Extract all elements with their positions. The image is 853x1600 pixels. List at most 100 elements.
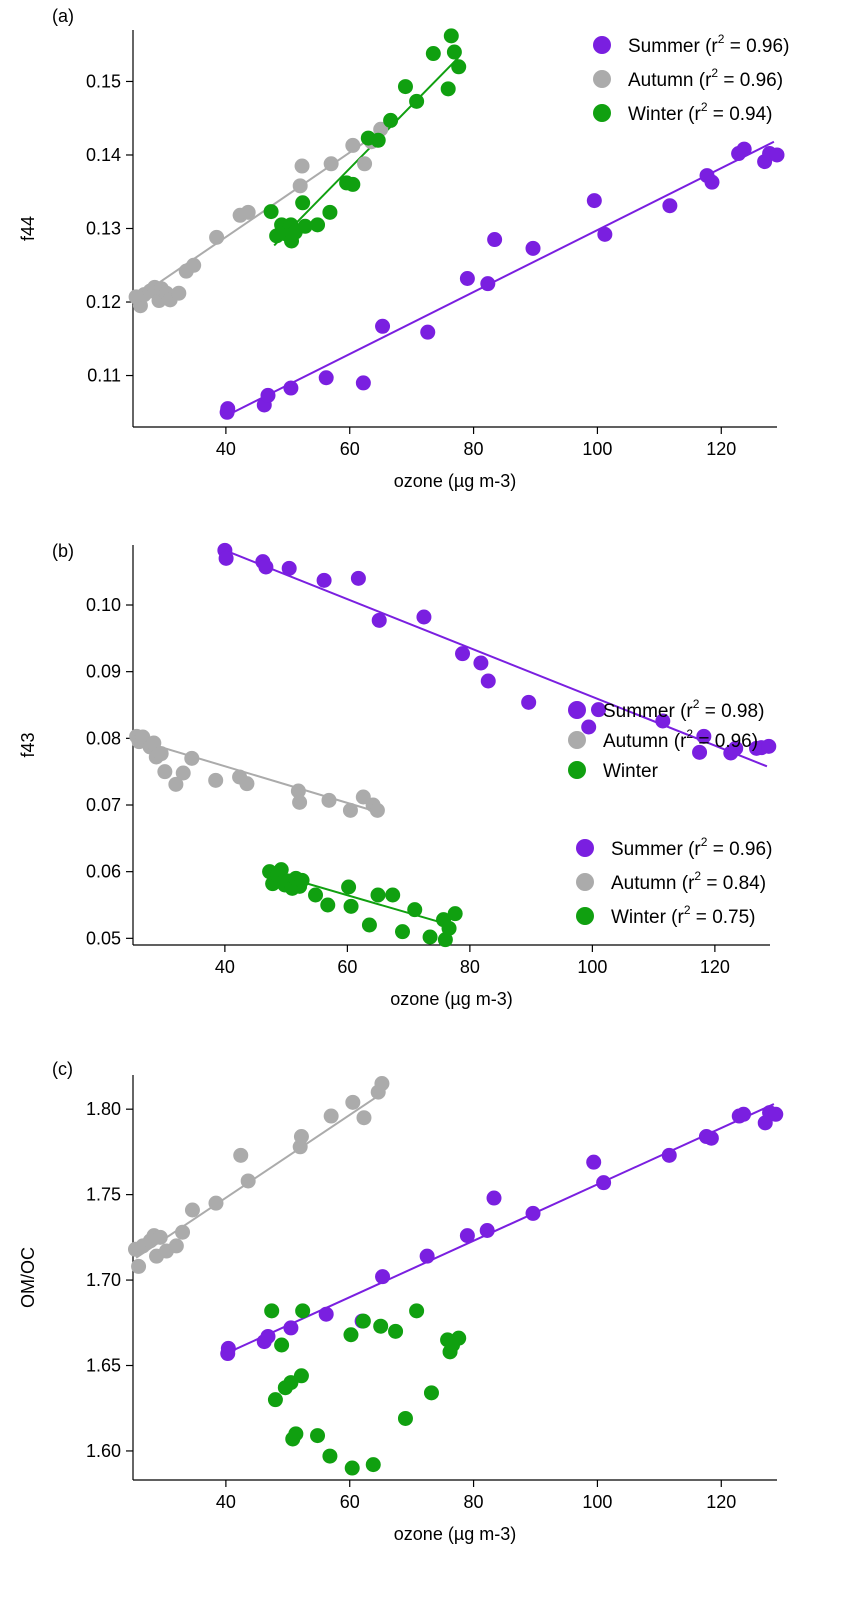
data-point-autumn bbox=[323, 156, 339, 172]
data-point-winter bbox=[263, 204, 279, 220]
data-point-summer bbox=[459, 270, 475, 286]
data-point-summer bbox=[220, 1346, 236, 1362]
data-point-summer bbox=[283, 380, 299, 396]
data-point-winter bbox=[451, 1330, 467, 1346]
y-tick-label: 0.08 bbox=[86, 728, 121, 748]
data-point-winter bbox=[440, 81, 456, 97]
panel-c-scatter-plot: 40 60 80 100 120 1.60 1.65 1.70 1.75 1.80 ozone (µ… bbox=[18, 697, 784, 1544]
data-point-summer bbox=[728, 740, 744, 756]
y-tick-label: 0.15 bbox=[86, 71, 121, 91]
data-point-winter bbox=[294, 872, 310, 888]
data-point-summer bbox=[768, 1106, 784, 1122]
y-axis-label: OM/OC bbox=[18, 1247, 38, 1308]
legend-entry-autumn: Autumn (r2 = 0.96) bbox=[628, 66, 783, 91]
legend-marker-autumn bbox=[576, 873, 594, 891]
x-axis-label: ozone (µg m-3) bbox=[394, 471, 516, 491]
data-point-winter bbox=[423, 1385, 439, 1401]
data-point-summer bbox=[655, 713, 671, 729]
x-tick-label: 60 bbox=[337, 957, 357, 977]
data-point-summer bbox=[704, 174, 720, 190]
data-point-summer bbox=[416, 609, 432, 625]
data-point-winter bbox=[365, 1457, 381, 1473]
data-point-winter bbox=[267, 1392, 283, 1408]
data-point-summer bbox=[692, 744, 708, 760]
data-point-winter bbox=[345, 176, 361, 192]
legend-series-name: Autumn bbox=[628, 70, 693, 91]
x-tick-label: 40 bbox=[216, 1492, 236, 1512]
data-point-winter bbox=[407, 902, 423, 918]
data-point-winter bbox=[341, 879, 357, 895]
data-point-summer bbox=[703, 1130, 719, 1146]
data-point-winter bbox=[310, 1428, 326, 1444]
data-point-autumn bbox=[239, 776, 255, 792]
y-tick-label: 0.07 bbox=[86, 795, 121, 815]
data-point-summer bbox=[459, 1228, 475, 1244]
data-point-autumn bbox=[157, 764, 173, 780]
legend-r2-value: 0.94 bbox=[729, 104, 766, 125]
data-point-autumn bbox=[186, 257, 202, 273]
y-axis-label: f43 bbox=[18, 732, 38, 757]
legend-marker-summer bbox=[568, 701, 586, 719]
data-point-winter bbox=[409, 1303, 425, 1319]
data-point-autumn bbox=[152, 1229, 168, 1245]
data-point-autumn bbox=[345, 137, 361, 153]
data-point-summer bbox=[218, 550, 234, 566]
x-tick-label: 100 bbox=[582, 439, 612, 459]
data-point-autumn bbox=[208, 772, 224, 788]
data-point-autumn bbox=[321, 792, 337, 808]
data-point-autumn bbox=[342, 802, 358, 818]
legend-marker-winter bbox=[593, 104, 611, 122]
data-point-autumn bbox=[168, 776, 184, 792]
data-point-winter bbox=[447, 906, 463, 922]
y-tick-label: 1.70 bbox=[86, 1270, 121, 1290]
data-point-summer bbox=[455, 646, 471, 662]
data-point-autumn bbox=[240, 1173, 256, 1189]
legend-r2-value: 0.96 bbox=[740, 70, 777, 91]
legend-entry-autumn: Autumn (r2 = 0.84) bbox=[611, 869, 766, 894]
y-tick-label: 1.60 bbox=[86, 1441, 121, 1461]
data-point-autumn bbox=[374, 1076, 390, 1092]
data-point-winter bbox=[361, 917, 377, 933]
data-point-winter bbox=[446, 44, 462, 60]
legend-series-name: Winter bbox=[611, 907, 667, 928]
y-tick-label: 0.06 bbox=[86, 862, 121, 882]
data-point-autumn bbox=[184, 750, 200, 766]
legend-series-name: Summer bbox=[611, 839, 683, 860]
data-point-summer bbox=[473, 655, 489, 671]
data-point-winter bbox=[344, 1460, 360, 1476]
data-point-summer bbox=[283, 1320, 299, 1336]
legend-r2-value: 0.98 bbox=[721, 701, 758, 722]
data-point-autumn bbox=[292, 794, 308, 810]
data-point-autumn bbox=[357, 156, 373, 172]
data-point-winter bbox=[425, 46, 441, 62]
x-tick-label: 60 bbox=[340, 439, 360, 459]
data-point-summer bbox=[219, 404, 235, 420]
data-point-winter bbox=[308, 887, 324, 903]
legend-series-name: Winter bbox=[628, 104, 684, 125]
data-point-winter bbox=[451, 59, 467, 75]
x-tick-label: 120 bbox=[706, 439, 736, 459]
data-point-winter bbox=[273, 862, 289, 878]
data-point-autumn bbox=[233, 1147, 249, 1163]
data-point-summer bbox=[581, 719, 597, 735]
data-point-summer bbox=[586, 1154, 602, 1170]
data-point-winter bbox=[293, 1368, 309, 1384]
x-tick-label: 80 bbox=[460, 957, 480, 977]
data-point-winter bbox=[322, 204, 338, 220]
data-point-autumn bbox=[294, 158, 310, 174]
panel-label: (b) bbox=[52, 541, 74, 561]
x-tick-label: 60 bbox=[340, 1492, 360, 1512]
data-point-summer bbox=[769, 147, 785, 163]
legend-entry-winter: Winter (r2 = 0.75) bbox=[611, 903, 756, 928]
data-point-summer bbox=[480, 276, 496, 292]
legend-marker-summer bbox=[593, 36, 611, 54]
data-point-winter bbox=[422, 929, 438, 945]
data-point-summer bbox=[736, 141, 752, 157]
y-tick-label: 0.09 bbox=[86, 662, 121, 682]
data-point-summer bbox=[258, 559, 274, 575]
data-point-summer bbox=[419, 1248, 435, 1264]
data-point-autumn bbox=[153, 746, 169, 762]
data-point-winter bbox=[295, 1303, 311, 1319]
legend-r2-value: 0.96 bbox=[715, 731, 752, 752]
data-point-autumn bbox=[175, 1224, 191, 1240]
